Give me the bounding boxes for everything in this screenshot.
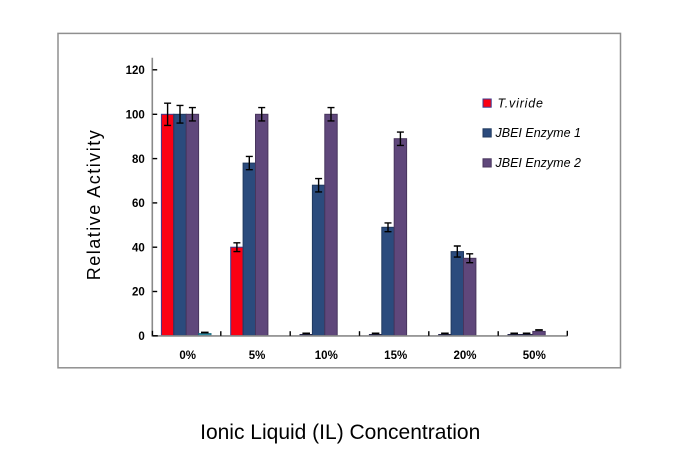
svg-text:5%: 5% xyxy=(249,350,266,362)
svg-text:10%: 10% xyxy=(315,350,338,362)
svg-text:Ionic Liquid (IL) Concentratio: Ionic Liquid (IL) Concentration xyxy=(200,421,480,444)
svg-text:80: 80 xyxy=(132,154,145,166)
svg-text:JBEI Enzyme 2: JBEI Enzyme 2 xyxy=(495,156,581,170)
svg-text:0: 0 xyxy=(138,331,144,343)
svg-text:JBEI Enzyme 1: JBEI Enzyme 1 xyxy=(495,126,581,140)
svg-text:20: 20 xyxy=(132,287,145,299)
svg-text:T.viride: T.viride xyxy=(498,96,544,110)
svg-text:120: 120 xyxy=(126,65,145,77)
svg-text:40: 40 xyxy=(132,242,145,254)
svg-text:15%: 15% xyxy=(384,350,407,362)
svg-text:20%: 20% xyxy=(453,350,476,362)
svg-text:100: 100 xyxy=(126,110,145,122)
svg-text:60: 60 xyxy=(132,198,145,210)
svg-text:Relative Activity: Relative Activity xyxy=(84,129,104,281)
svg-text:50%: 50% xyxy=(523,350,546,362)
svg-text:0%: 0% xyxy=(179,350,196,362)
